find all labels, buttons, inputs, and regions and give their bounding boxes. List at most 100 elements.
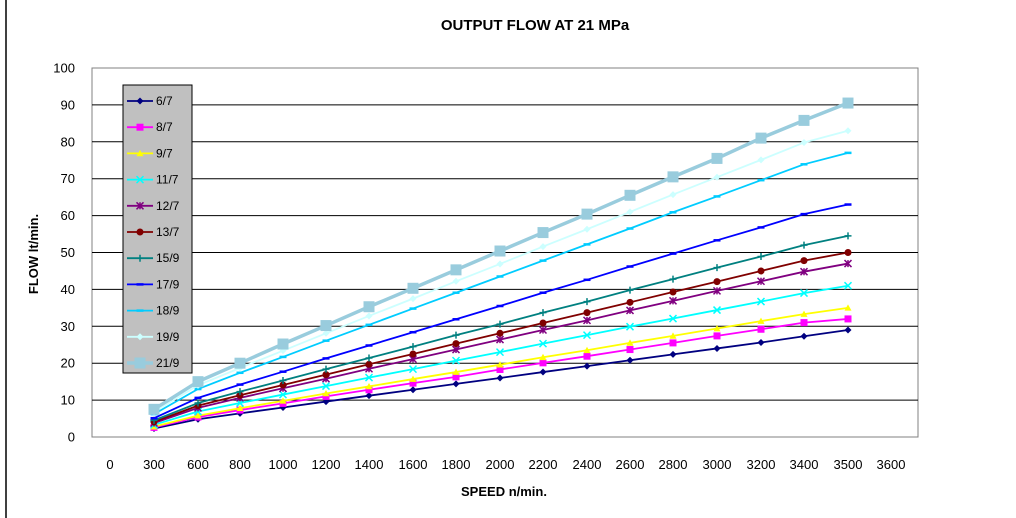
data-point — [844, 249, 852, 256]
series-line-18-9 — [153, 151, 849, 415]
x-axis-label: SPEED n/min. — [461, 484, 547, 499]
data-point — [844, 315, 852, 323]
data-point — [236, 388, 244, 396]
y-tick-label: 60 — [61, 208, 75, 223]
data-point — [582, 316, 592, 325]
data-point — [667, 171, 679, 183]
data-point — [148, 403, 160, 415]
y-tick-label: 30 — [61, 319, 75, 334]
data-point — [800, 332, 808, 340]
data-point — [322, 389, 330, 397]
legend-label: 21/9 — [156, 356, 180, 370]
data-point — [496, 361, 504, 368]
data-point — [843, 259, 853, 268]
data-point — [496, 374, 504, 382]
data-point — [756, 277, 766, 286]
data-point — [582, 331, 592, 340]
legend: 6/7 8/7 9/7 11/7 12/7 13/7 15/9 17/9 18/9 19/9 21/… — [122, 84, 193, 374]
data-point — [626, 286, 634, 294]
data-point — [757, 267, 765, 275]
data-point — [798, 114, 810, 126]
data-point — [626, 339, 634, 346]
data-point — [583, 346, 591, 354]
legend-marker — [136, 254, 144, 262]
x-tick-label: 1200 — [312, 457, 341, 472]
data-point — [668, 296, 678, 305]
legend-label: 13/7 — [156, 225, 180, 239]
data-point — [539, 243, 547, 251]
data-point — [365, 360, 373, 368]
data-point — [713, 344, 721, 352]
data-point — [711, 152, 723, 164]
data-point — [669, 275, 677, 283]
legend-item-9-7: 9/7 — [127, 146, 173, 160]
x-tick-label: 3500 — [834, 457, 863, 472]
legend-item-12-7: 12/7 — [127, 199, 180, 213]
data-point — [365, 386, 373, 394]
data-point — [713, 332, 721, 340]
data-point — [452, 331, 460, 339]
data-point — [450, 264, 462, 276]
y-axis-ticks: 0 10 20 30 40 50 60 70 80 90 100 — [53, 61, 75, 445]
data-point — [322, 392, 330, 400]
data-point — [713, 325, 721, 332]
data-point — [539, 319, 547, 327]
data-point — [496, 320, 504, 328]
y-tick-label: 90 — [61, 97, 75, 112]
data-point — [843, 281, 853, 290]
series-18-9 — [150, 151, 852, 416]
data-point — [626, 346, 634, 354]
data-point — [495, 335, 505, 344]
data-point — [409, 343, 417, 351]
data-point — [626, 208, 634, 216]
legend-label: 17/9 — [156, 277, 180, 291]
data-point — [583, 225, 591, 233]
data-point — [495, 348, 505, 357]
legend-label: 18/9 — [156, 304, 180, 318]
x-tick-label: 1600 — [399, 457, 428, 472]
x-tick-label: 3000 — [703, 457, 732, 472]
series-8-7 — [150, 315, 852, 431]
x-tick-label: 600 — [187, 457, 209, 472]
data-point — [409, 375, 417, 382]
data-point — [539, 359, 547, 367]
legend-item-8-7: 8/7 — [127, 120, 173, 134]
legend-box — [122, 84, 193, 374]
data-point — [583, 298, 591, 306]
legend-item-19-9: 19/9 — [127, 330, 180, 344]
data-point — [539, 353, 547, 361]
legend-marker — [134, 357, 146, 369]
y-tick-label: 10 — [61, 393, 75, 408]
data-point — [539, 309, 547, 317]
legend-marker — [135, 175, 145, 184]
series-line-13-7 — [153, 251, 849, 423]
series-17-9 — [150, 203, 852, 420]
data-point — [668, 314, 678, 323]
data-point — [626, 298, 634, 306]
data-point — [451, 356, 461, 365]
data-point — [583, 352, 591, 360]
legend-marker — [136, 123, 144, 131]
legend-label: 12/7 — [156, 199, 180, 213]
data-point — [669, 350, 677, 358]
data-point — [669, 332, 677, 339]
x-tick-label: 300 — [143, 457, 165, 472]
data-point — [365, 312, 373, 320]
data-point — [320, 320, 332, 332]
y-axis-label: FLOW lt/min. — [26, 214, 41, 294]
data-point — [407, 282, 419, 294]
series-13-7 — [150, 249, 852, 426]
y-tick-label: 20 — [61, 356, 75, 371]
data-point — [713, 173, 721, 181]
y-tick-label: 50 — [61, 245, 75, 260]
data-point — [757, 253, 765, 261]
data-point — [452, 373, 460, 381]
y-tick-label: 80 — [61, 134, 75, 149]
data-point — [409, 386, 417, 394]
x-tick-label: 1800 — [442, 457, 471, 472]
data-point — [496, 329, 504, 337]
legend-item-6-7: 6/7 — [127, 94, 173, 108]
y-tick-label: 70 — [61, 171, 75, 186]
data-point — [279, 381, 287, 389]
